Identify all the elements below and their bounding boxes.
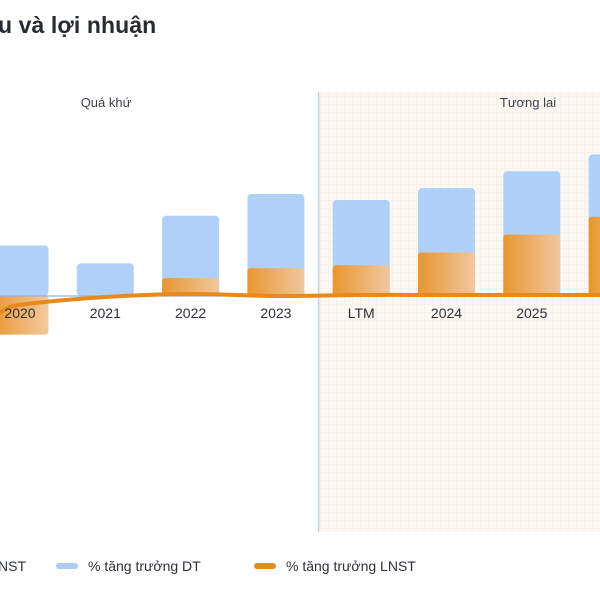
revenue-bar-2020[interactable] [0, 245, 49, 296]
revenue-bar-2021[interactable] [76, 263, 134, 296]
tick-label-2023: 2023 [260, 305, 291, 321]
future-region-label: Tương lai [500, 95, 556, 110]
profit-swatch-icon [254, 563, 276, 569]
legend-revenue-label: % tăng trưởng DT [88, 558, 201, 574]
legend-item-revenue[interactable]: % tăng trưởng DT [56, 558, 201, 574]
past-region-label: Quá khứ [81, 95, 132, 110]
revenue-swatch-icon [56, 563, 78, 569]
profit-bar-2024[interactable] [418, 252, 475, 296]
legend-item-partial[interactable]: NST [0, 558, 26, 574]
chart-title: u và lợi nhuận [0, 12, 157, 38]
profit-bar-2026[interactable] [588, 216, 600, 296]
tick-label-LTM: LTM [348, 305, 375, 321]
tick-label-2020: 2020 [4, 305, 35, 321]
profit-bar-2025[interactable] [503, 234, 561, 296]
profit-growth-line [0, 292, 600, 315]
profit-bar-2022[interactable] [162, 278, 220, 296]
profit-bar-LTM[interactable] [332, 265, 390, 296]
legend-profit-label: % tăng trưởng LNST [286, 558, 416, 574]
legend-partial-label: NST [0, 558, 26, 574]
legend-item-profit[interactable]: % tăng trưởng LNST [254, 558, 416, 574]
future-grid [318, 92, 600, 532]
x-axis-labels: 2020202120222023LTM202420252 [4, 305, 547, 321]
tick-label-2022: 2022 [175, 305, 206, 321]
tick-label-2024: 2024 [431, 305, 462, 321]
revenue-bar-2022[interactable] [162, 215, 220, 296]
legend: NST % tăng trưởng DT % tăng trưởng LNST [0, 558, 600, 580]
tick-label-2021: 2021 [90, 305, 121, 321]
tick-label-2025: 2025 [516, 305, 547, 321]
profit-bar-2023[interactable] [247, 268, 305, 296]
profit-growth-bars [0, 216, 600, 335]
